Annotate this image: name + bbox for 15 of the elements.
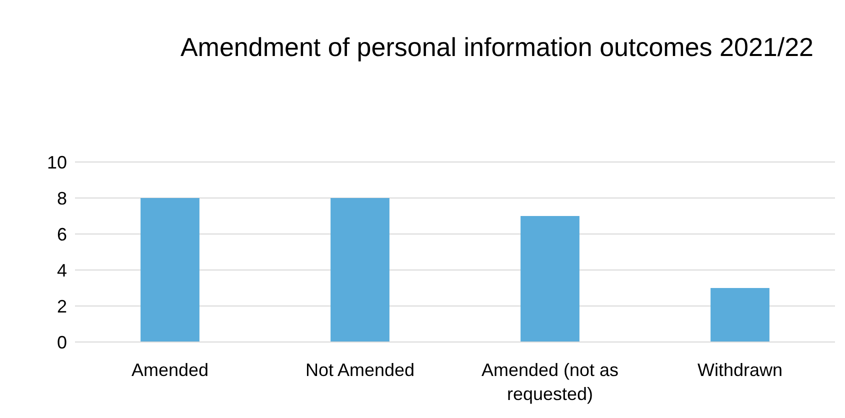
chart-title: Amendment of personal information outcomes 2021/22 [180, 32, 814, 62]
y-tick-label: 6 [56, 224, 67, 244]
bar [520, 216, 580, 342]
y-tick-label: 8 [56, 188, 67, 208]
x-tick-label: Withdrawn [697, 360, 783, 380]
bar [330, 198, 390, 342]
y-tick-label: 2 [56, 296, 67, 316]
y-tick-label: 4 [56, 260, 67, 280]
bar [710, 288, 770, 342]
bar [140, 198, 200, 342]
x-tick-label: Amended (not as requested) [481, 360, 619, 404]
y-tick-label: 0 [56, 332, 67, 352]
x-tick-label: Not Amended [305, 360, 415, 380]
x-tick-label: Amended [131, 360, 209, 380]
y-tick-label: 10 [46, 152, 67, 172]
